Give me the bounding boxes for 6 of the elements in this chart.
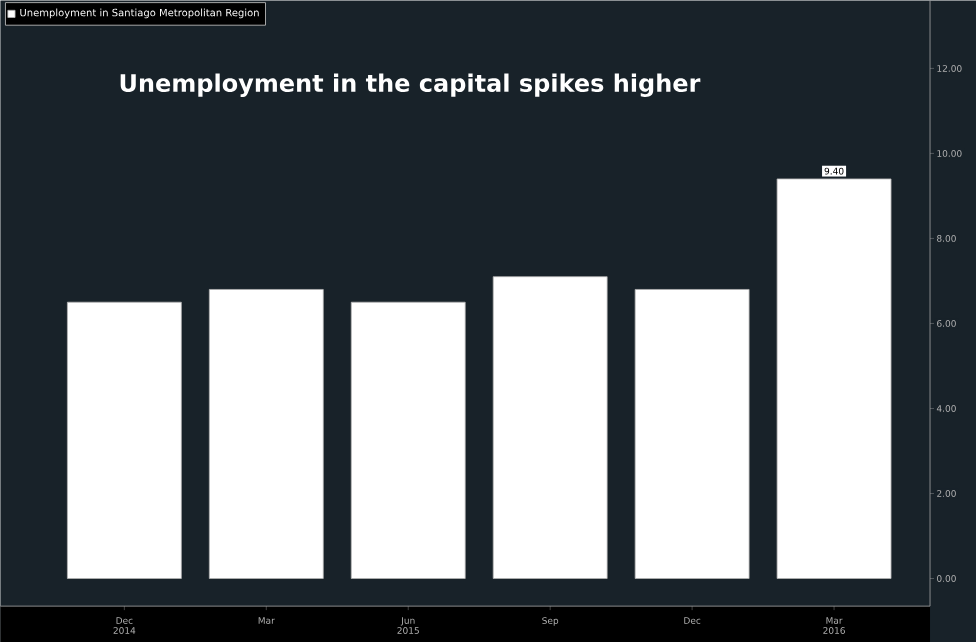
bar — [492, 276, 608, 579]
bar — [208, 288, 324, 579]
text: Unemployment in the capital spikes higher — [120, 73, 701, 97]
bar — [66, 301, 182, 579]
bar — [634, 288, 750, 579]
bar — [350, 301, 466, 579]
